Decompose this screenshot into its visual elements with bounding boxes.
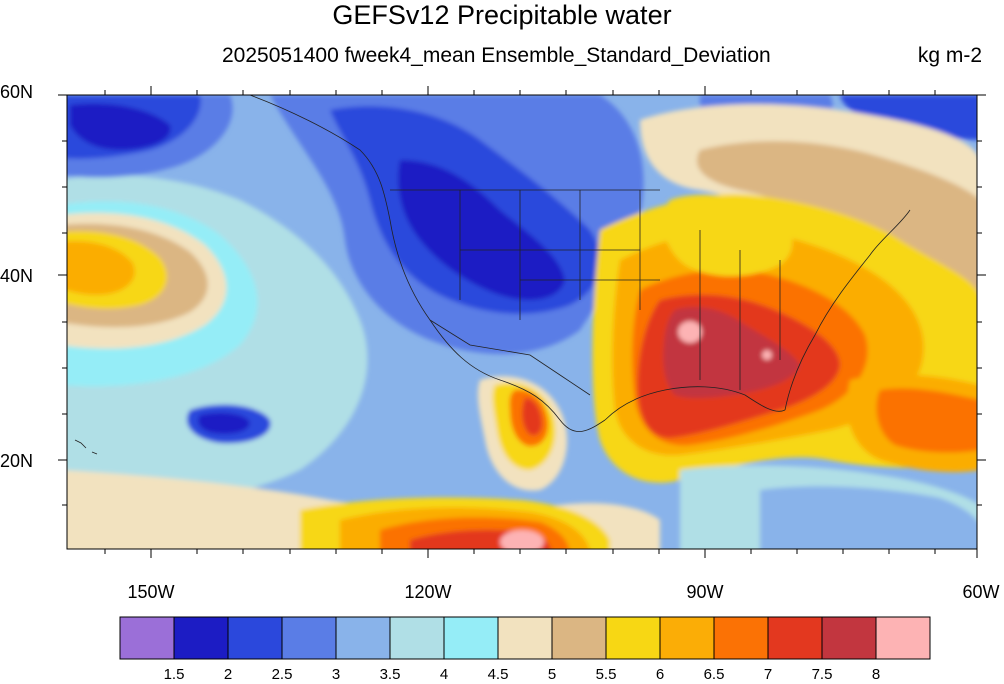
us-mexico-border	[429, 319, 591, 396]
map-subtitle: 2025051400 fweek4_mean Ensemble_Standard…	[222, 44, 771, 67]
lon-ticks	[104, 86, 978, 558]
colorbar-swatch	[389, 616, 445, 660]
colorbar-label: 5	[547, 666, 557, 683]
colorbar-label: 4.5	[487, 666, 509, 683]
lat-label-60n: 60N	[0, 82, 34, 102]
lon-label-60w: 60W	[962, 582, 1000, 602]
colorbar-label: 3	[331, 666, 341, 683]
colorbar-swatch	[335, 616, 391, 660]
colorbar-swatch	[227, 616, 283, 660]
field-contour	[67, 241, 135, 295]
field-contour	[522, 398, 542, 436]
colorbar-swatch	[173, 616, 229, 660]
gulf-coastline	[604, 386, 786, 421]
lon-label-150w: 150W	[127, 582, 175, 602]
pacific-coastline	[249, 95, 606, 432]
field-contour	[662, 194, 793, 277]
field-contour	[762, 350, 772, 360]
colorbar-label: 3.5	[379, 666, 401, 683]
colorbar-swatch	[551, 616, 607, 660]
field-contour	[398, 160, 565, 300]
atlantic-coastline	[784, 209, 911, 411]
lon-label-120w: 120W	[404, 582, 452, 602]
colorbar-swatch	[605, 616, 661, 660]
colorbar-swatch	[875, 616, 931, 660]
colorbar-swatch	[281, 616, 337, 660]
colorbar-label: 2	[223, 666, 233, 683]
state-borders	[459, 190, 781, 390]
colorbar-label: 6	[655, 666, 665, 683]
field-contour	[70, 103, 171, 150]
field-contour	[840, 95, 977, 140]
colorbar-label: 4	[439, 666, 449, 683]
hawaii-islands	[74, 439, 98, 455]
field-contour	[760, 486, 977, 549]
colorbar-swatch	[443, 616, 499, 660]
lat-label-20n: 20N	[0, 451, 34, 471]
units-label: kg m-2	[917, 44, 982, 67]
colorbar-swatch	[821, 616, 877, 660]
colorbar	[119, 616, 931, 660]
colorbar-swatch	[119, 616, 175, 660]
colorbar-swatch	[767, 616, 823, 660]
colorbar-swatch	[713, 616, 769, 660]
colorbar-label: 6.5	[703, 666, 725, 683]
field-contour	[198, 412, 250, 434]
coastlines	[74, 95, 911, 455]
colorbar-label: 5.5	[595, 666, 617, 683]
colorbar-label: 2.5	[271, 666, 293, 683]
lat-ticks	[58, 94, 986, 506]
colorbar-swatch	[659, 616, 715, 660]
field-contour	[876, 388, 977, 453]
field-contour	[678, 321, 702, 343]
colorbar-label: 1.5	[163, 666, 185, 683]
colorbar-swatch	[497, 616, 553, 660]
colorbar-label: 7.5	[811, 666, 833, 683]
lon-label-90w: 90W	[686, 582, 724, 602]
colorbar-label: 8	[871, 666, 881, 683]
field-contour	[500, 530, 544, 549]
colorbar-label: 7	[763, 666, 773, 683]
field-layer	[67, 95, 977, 549]
map-title: GEFSv12 Precipitable water	[332, 0, 672, 30]
lat-label-40n: 40N	[0, 266, 34, 286]
